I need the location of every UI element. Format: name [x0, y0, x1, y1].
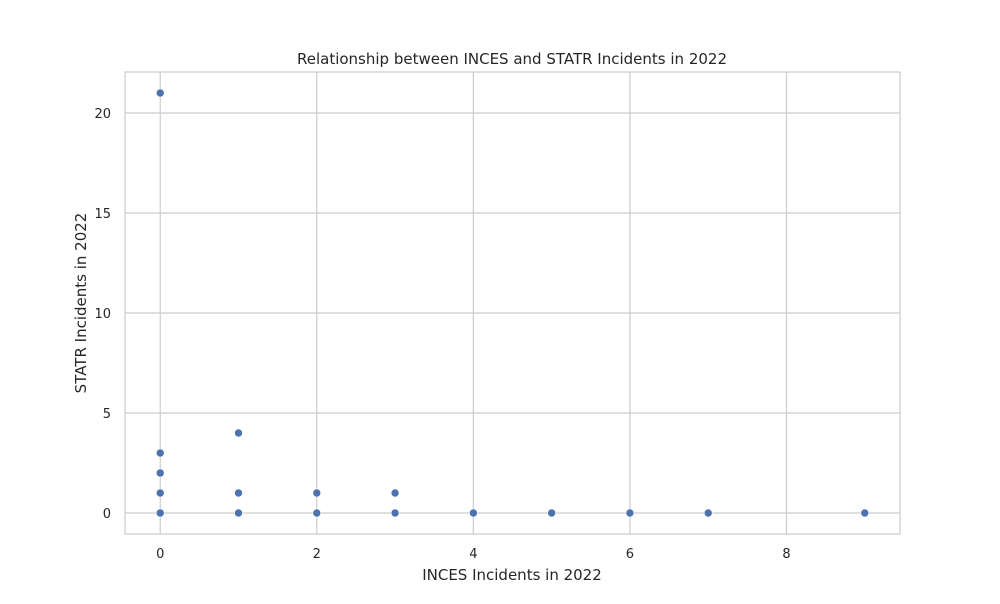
x-tick-labels: 0 2 4 6 8: [156, 547, 791, 562]
gridlines: [125, 72, 900, 534]
data-point: [155, 508, 165, 518]
data-points: [155, 88, 870, 518]
data-point: [155, 488, 165, 498]
x-tick-label: 0: [156, 547, 164, 562]
y-tick-label: 5: [103, 407, 111, 422]
y-tick-labels: 0 5 10 15 20: [94, 107, 111, 522]
data-point: [312, 488, 322, 498]
chart-title: Relationship between INCES and STATR Inc…: [297, 50, 727, 68]
y-tick-label: 20: [94, 107, 111, 122]
data-point: [390, 488, 400, 498]
y-tick-label: 0: [103, 507, 111, 522]
data-point: [234, 428, 243, 438]
data-point: [234, 508, 243, 518]
y-tick-label: 15: [94, 207, 111, 222]
data-point: [234, 488, 243, 498]
data-point: [469, 508, 478, 518]
y-axis-label: STATR Incidents in 2022: [72, 213, 90, 394]
data-point: [703, 508, 713, 518]
x-tick-label: 8: [782, 547, 790, 562]
data-point: [625, 508, 635, 518]
data-point: [390, 508, 400, 518]
data-point: [547, 508, 556, 518]
x-tick-label: 2: [313, 547, 321, 562]
data-point: [860, 508, 870, 518]
data-point: [155, 448, 165, 458]
data-point: [312, 508, 322, 518]
x-axis-label: INCES Incidents in 2022: [422, 566, 602, 584]
plot-frame: [124, 71, 901, 535]
data-point: [155, 468, 165, 478]
x-tick-label: 4: [469, 547, 477, 562]
x-tick-label: 6: [626, 547, 634, 562]
data-point: [155, 88, 165, 98]
y-tick-label: 10: [94, 307, 111, 322]
